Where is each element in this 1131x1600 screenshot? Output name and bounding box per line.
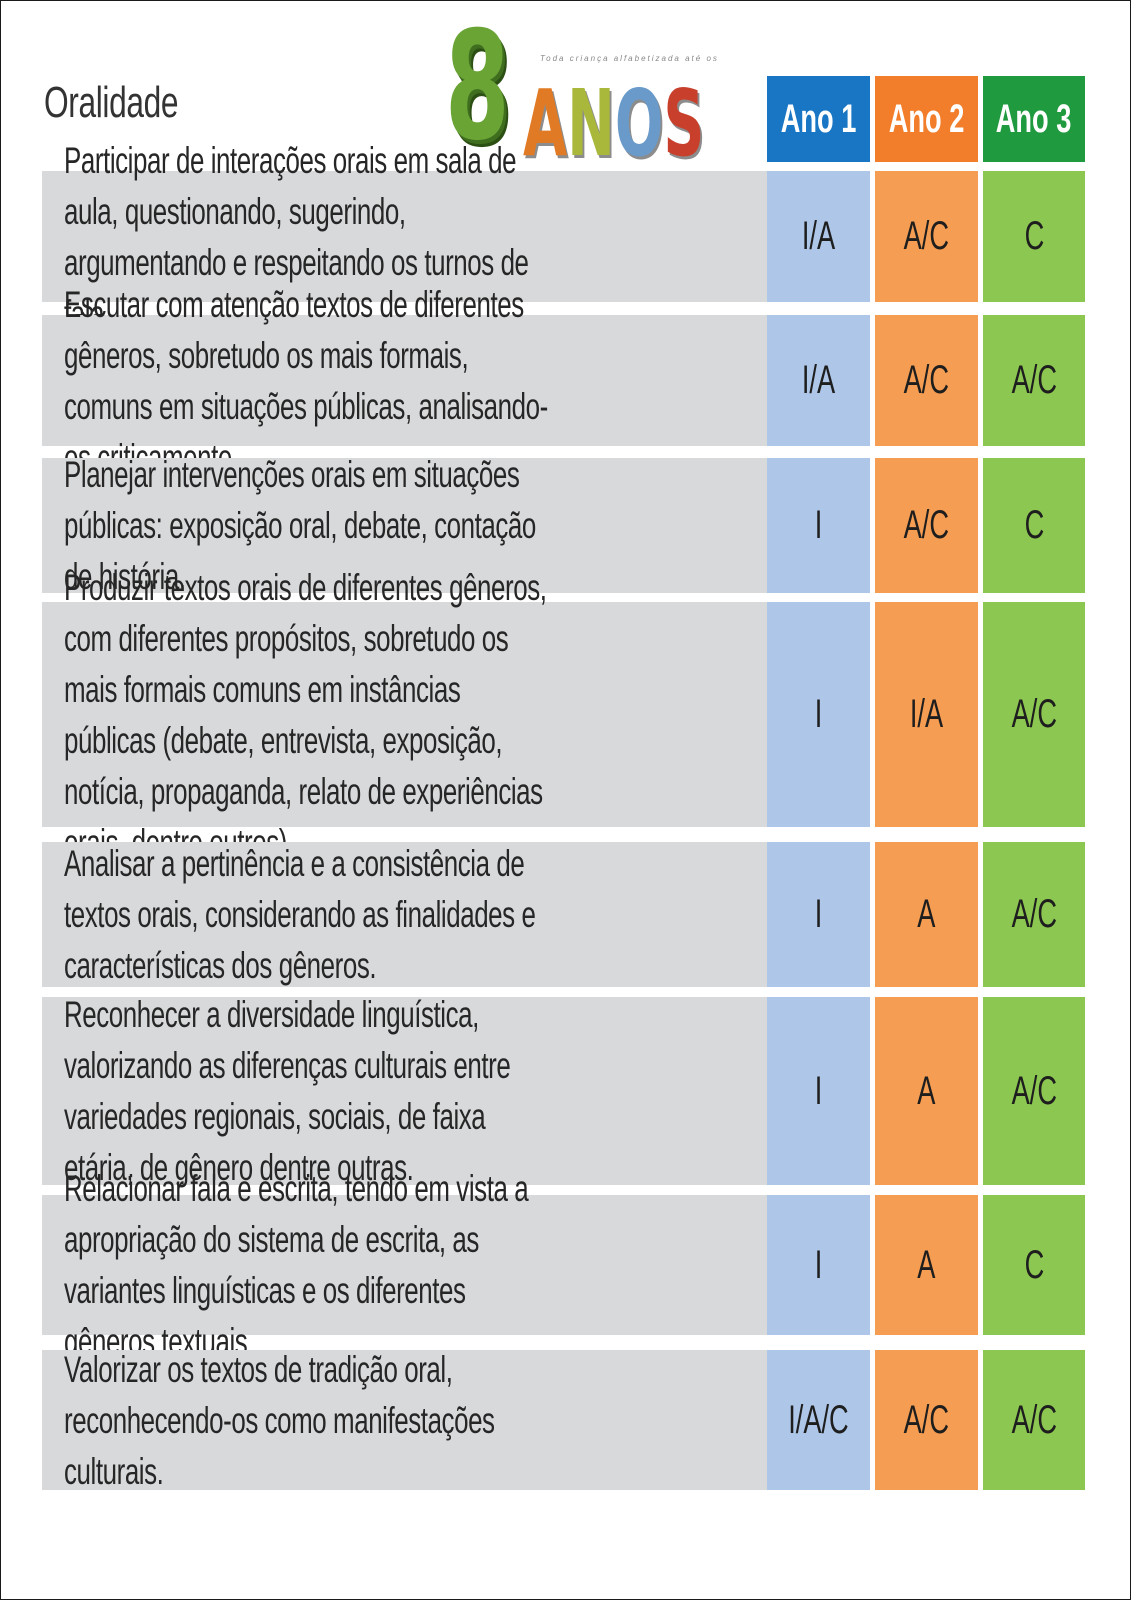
level-value: A [917,892,936,936]
objective-cell: Escutar com atenção textos de diferentes… [42,284,767,478]
level-cell-ano-1: I [767,842,870,987]
level-cell-ano-2: A/C [875,1350,978,1490]
level-cell-ano-1: I/A [767,315,870,446]
level-cell-ano-1: I [767,997,870,1185]
objective-text: Produzir textos orais de diferentes gêne… [64,566,547,863]
level-cell-ano-3: C [983,171,1085,302]
level-cell-ano-1: I/A [767,171,870,302]
level-value: A/C [1011,892,1057,936]
level-value: I [814,692,823,736]
header-ano-1: Ano 1 [767,76,870,162]
level-value: A [917,1242,936,1287]
logo-letter: N [567,70,615,177]
level-value: I/A [801,214,836,258]
level-cell-ano-1: I [767,1195,870,1335]
level-cell-ano-1: I [767,458,870,593]
level-cell-ano-2: A [875,997,978,1185]
objective-cell: Reconhecer a diversidade linguística, va… [42,994,767,1188]
objective-text: Reconhecer a diversidade linguística, va… [64,994,511,1188]
level-cell-ano-2: A/C [875,458,978,593]
objective-text: Valorizar os textos de tradição oral, re… [64,1348,495,1492]
header-ano-3: Ano 3 [983,76,1085,162]
level-cell-ano-3: A/C [983,997,1085,1185]
level-value: A/C [1011,358,1057,402]
objective-cell: Planejar intervenções orais em situações… [42,454,767,597]
header-label: Ano 2 [888,96,965,141]
logo-tagline: Toda criança alfabetizada até os [540,54,719,63]
table-row: Relacionar fala e escrita, tendo em vist… [42,1168,1085,1362]
objective-cell: Relacionar fala e escrita, tendo em vist… [42,1168,767,1362]
level-value: A/C [903,358,950,402]
table-row: Produzir textos orais de diferentes gêne… [42,567,1085,863]
level-value: I/A [909,692,944,736]
level-cell-ano-1: I/A/C [767,1350,870,1490]
level-value: I/A [801,358,836,402]
logo-8-anos: 8 Toda criança alfabetizada até os ANOS [445,12,755,170]
level-cell-ano-3: C [983,1195,1085,1335]
table-row: Valorizar os textos de tradição oral, re… [42,1349,1085,1492]
table-row: Escutar com atenção textos de diferentes… [42,284,1085,478]
level-cell-ano-2: A [875,842,978,987]
logo-letter: A [523,70,568,177]
level-cell-ano-3: C [983,458,1085,593]
level-value: C [1024,1242,1044,1287]
level-value: A/C [903,1397,950,1442]
header-ano-2: Ano 2 [875,76,978,162]
level-value: A/C [903,214,950,258]
level-value: A/C [1011,1068,1057,1113]
level-cell-ano-3: A/C [983,602,1085,827]
level-value: I [814,1068,823,1113]
level-cell-ano-3: A/C [983,842,1085,987]
table-row: Reconhecer a diversidade linguística, va… [42,994,1085,1188]
logo-letter: S [663,70,705,177]
objective-cell: Participar de interações orais em sala d… [42,140,767,334]
objective-text: Relacionar fala e escrita, tendo em vist… [64,1168,529,1362]
level-cell-ano-1: I [767,602,870,827]
level-value: I [814,1242,823,1287]
logo-word: ANOS [523,78,704,170]
objective-cell: Analisar a pertinência e a consistência … [42,842,767,987]
objective-text: Planejar intervenções orais em situações… [64,454,536,597]
objective-cell: Valorizar os textos de tradição oral, re… [42,1349,767,1492]
header-label: Ano 1 [780,96,857,141]
table-row: Planejar intervenções orais em situações… [42,454,1085,597]
level-cell-ano-2: A [875,1195,978,1335]
page-title: Oralidade [44,78,179,127]
level-cell-ano-3: A/C [983,315,1085,446]
level-cell-ano-2: A/C [875,171,978,302]
logo-letter: O [614,70,664,177]
level-value: A/C [1011,1397,1057,1442]
objective-text: Escutar com atenção textos de diferentes… [64,283,548,478]
level-cell-ano-2: A/C [875,315,978,446]
level-value: I [814,503,823,547]
level-cell-ano-2: I/A [875,602,978,827]
level-value: A/C [1011,692,1057,736]
level-value: A [917,1068,936,1113]
objective-text: Analisar a pertinência e a consistência … [64,843,536,986]
objective-cell: Produzir textos orais de diferentes gêne… [42,567,767,863]
level-cell-ano-3: A/C [983,1350,1085,1490]
table-row: Participar de interações orais em sala d… [42,140,1085,334]
level-value: I [814,892,823,936]
table-row: Analisar a pertinência e a consistência … [42,842,1085,987]
level-value: I/A/C [788,1397,849,1442]
header-label: Ano 3 [996,96,1072,141]
level-value: C [1024,503,1044,547]
level-value: A/C [903,503,950,547]
level-value: C [1024,214,1044,258]
logo-number: 8 [445,0,510,174]
objective-text: Participar de interações orais em sala d… [64,139,529,334]
